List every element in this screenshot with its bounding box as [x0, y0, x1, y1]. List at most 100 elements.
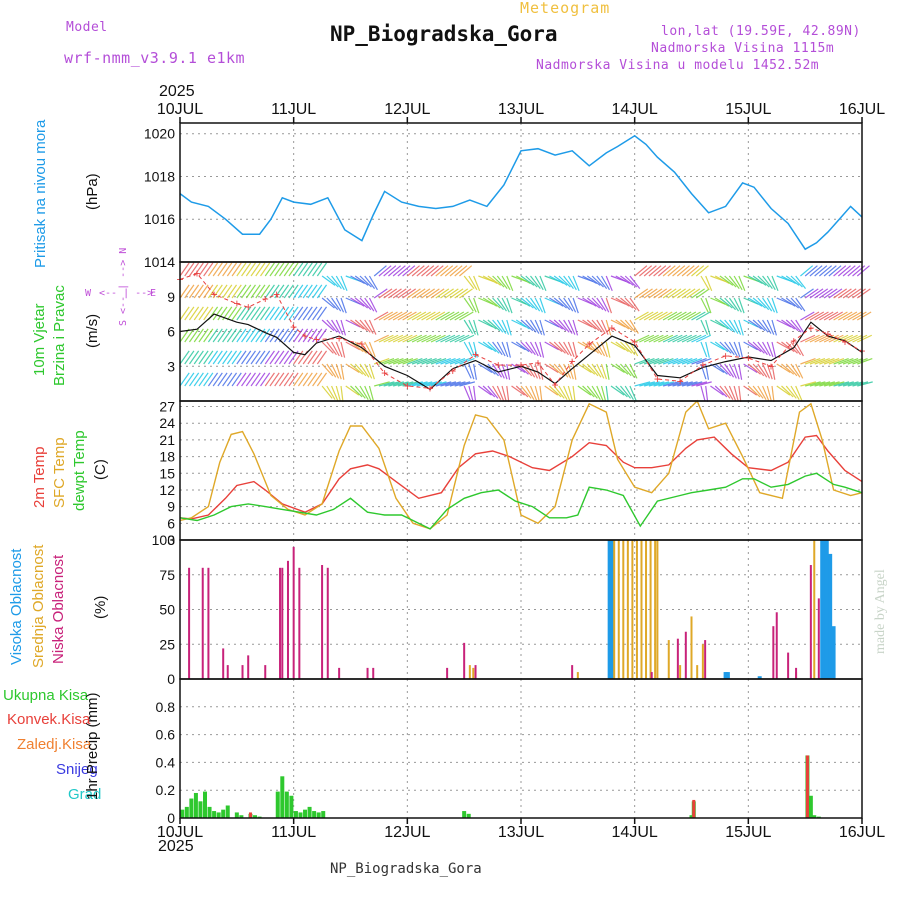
precip-total-bar — [689, 815, 694, 818]
wind-barb — [677, 357, 693, 365]
wind-barb — [193, 306, 204, 321]
wind-barb — [582, 363, 596, 375]
wind-barb — [719, 385, 731, 399]
wind-barb — [681, 265, 695, 277]
wind-barb — [771, 275, 779, 292]
wind-barb — [217, 372, 228, 387]
y-tick-label: 0.8 — [156, 699, 176, 715]
wind-barb — [245, 328, 256, 343]
wind-barb — [449, 357, 466, 365]
wind-gust-marker: + — [404, 379, 411, 393]
legend-total-rain: Ukupna Kisa — [3, 687, 89, 704]
precip-total-bar — [234, 812, 239, 818]
wind-barb — [463, 297, 474, 312]
wind-barb — [350, 319, 365, 330]
precip-total-bar — [239, 815, 244, 818]
wind-barb — [639, 311, 654, 321]
wind-barb — [222, 262, 233, 277]
wind-gust-marker: + — [472, 348, 479, 362]
wind-barb — [397, 381, 414, 387]
wind-barb — [600, 363, 608, 380]
wind-barb — [179, 328, 190, 343]
y-tick-label: 1014 — [144, 254, 175, 270]
wind-barb — [421, 288, 435, 299]
wind-barb — [686, 288, 701, 299]
wind-barb — [847, 334, 863, 343]
wind-barb — [563, 297, 574, 312]
wind-barb — [203, 284, 214, 299]
x-tick-label-bottom: 16JUL — [839, 824, 885, 841]
wind-barb — [274, 372, 285, 387]
wind-gust-marker: + — [722, 349, 729, 363]
wind-barb — [297, 372, 309, 387]
cloud-low-bar — [366, 667, 369, 679]
wind-barb — [397, 265, 411, 277]
wind-barb — [184, 350, 195, 365]
cloud-mid-bar — [635, 540, 638, 679]
temp-sfc-line — [179, 399, 863, 530]
wind-barb — [236, 306, 247, 321]
wind-barb — [733, 297, 742, 313]
wind-barb — [677, 334, 693, 343]
wind-barb — [260, 350, 271, 365]
wind-barb — [440, 311, 455, 321]
wind-barb — [620, 363, 632, 377]
wind-barb — [392, 265, 406, 277]
wind-barb — [321, 363, 334, 377]
wind-barb — [241, 284, 252, 299]
wind-barb — [388, 381, 404, 387]
wind-barb — [624, 363, 635, 378]
wind-barb — [795, 319, 805, 334]
wind-barb — [188, 262, 200, 277]
x-tick-label-bottom: 15JUL — [725, 824, 771, 841]
wind-barb — [766, 363, 773, 380]
wind-barb — [359, 385, 369, 401]
wind-barb — [454, 311, 469, 321]
x-tick-label-top: 10JUL — [157, 101, 203, 118]
wind-barb — [800, 357, 816, 365]
wind-barb — [421, 357, 437, 365]
wind-barb — [397, 357, 414, 365]
wind-barb — [406, 265, 420, 277]
wind-barb — [444, 311, 460, 321]
wind-barb — [823, 288, 838, 299]
x-tick-label-top: 13JUL — [498, 101, 544, 118]
wind-barb — [743, 319, 759, 328]
wind-barb — [600, 297, 610, 313]
wind-barb — [676, 265, 690, 277]
wind-barb — [558, 275, 571, 288]
wind-barb — [582, 385, 595, 398]
wind-barb — [837, 265, 851, 277]
wind-barb — [207, 328, 219, 343]
cloud-low-bar — [207, 567, 210, 679]
wind-barb — [762, 319, 772, 334]
wind-barb — [264, 372, 275, 387]
wind-barb — [700, 341, 708, 358]
wind-barb — [435, 265, 449, 277]
wind-barb — [563, 341, 572, 357]
wind-barb — [605, 363, 610, 380]
wind-barb — [776, 363, 791, 373]
wind-barb — [724, 385, 734, 401]
wind-barb — [307, 306, 318, 321]
precip-total-bar — [312, 811, 317, 818]
wind-barb — [681, 311, 697, 321]
wind-barb — [463, 275, 475, 289]
wind-barb — [819, 288, 833, 299]
wind-barb — [544, 385, 559, 396]
wind-barb — [662, 381, 679, 387]
wind-gust-marker: + — [495, 358, 502, 372]
wind-barb — [331, 275, 342, 289]
wind-barb — [260, 306, 271, 321]
y-tick-label: 3 — [167, 358, 175, 374]
year-top: 2025 — [159, 83, 195, 100]
cloud-low-bar — [772, 626, 775, 679]
wind-barb — [226, 284, 238, 299]
wind-barb — [250, 350, 261, 365]
wind-barb — [241, 328, 252, 343]
wind-barb — [392, 288, 407, 299]
wind-barb — [520, 297, 534, 309]
wind-barb — [728, 385, 737, 401]
wind-barb — [714, 363, 728, 375]
wind-barb — [695, 265, 709, 277]
